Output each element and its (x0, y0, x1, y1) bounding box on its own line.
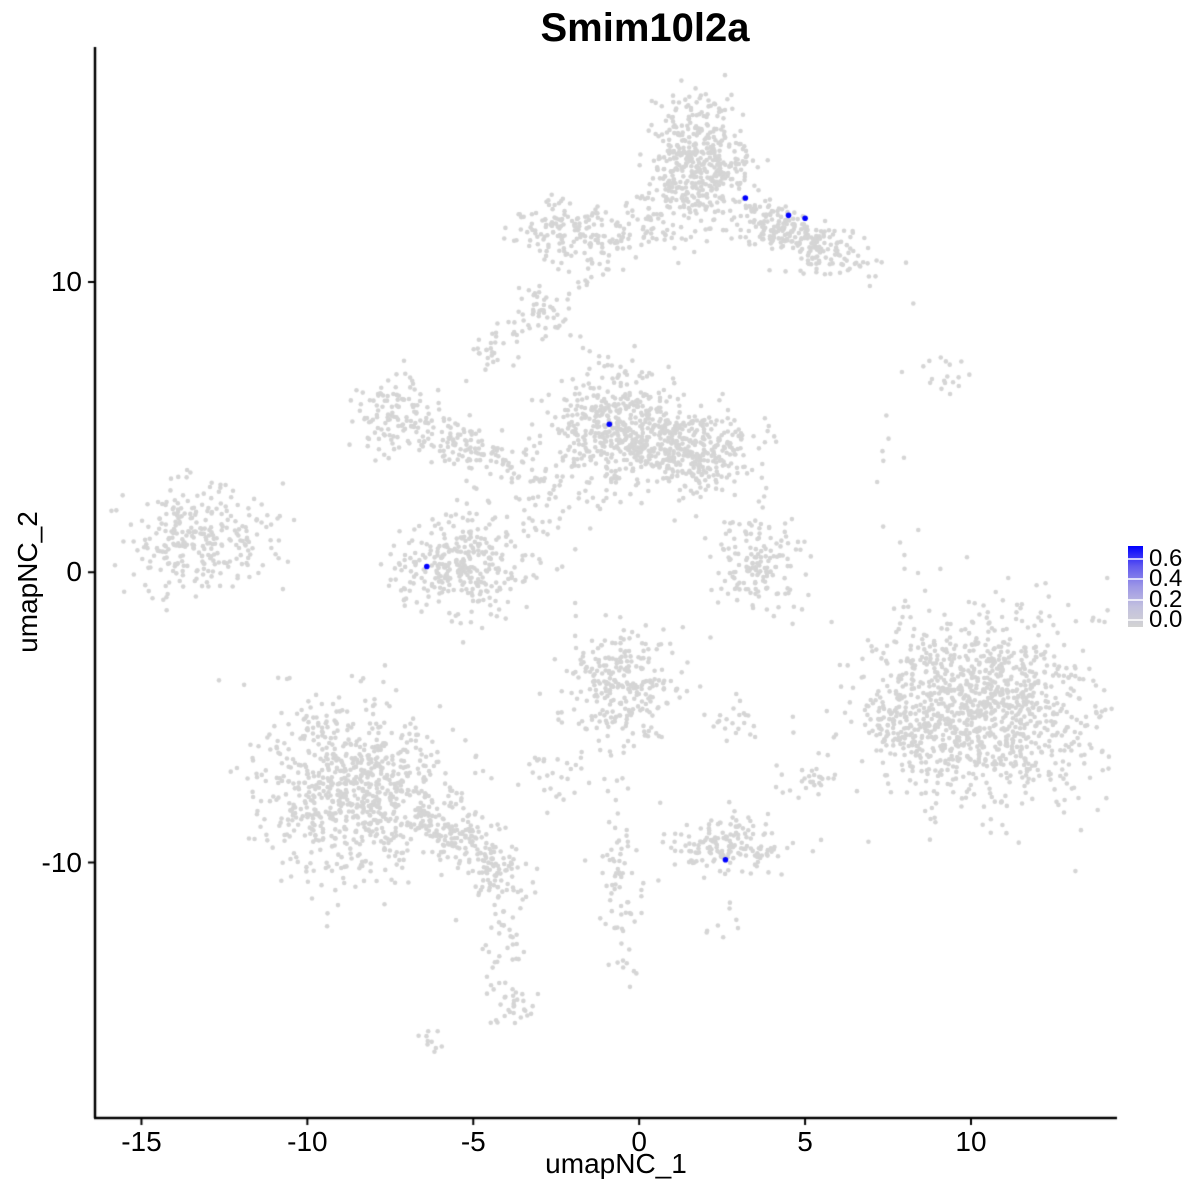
x-axis-label: umapNC_1 (545, 1148, 687, 1179)
plot-title: Smim10l2a (540, 6, 750, 50)
y-axis-label: umapNC_2 (12, 511, 43, 653)
